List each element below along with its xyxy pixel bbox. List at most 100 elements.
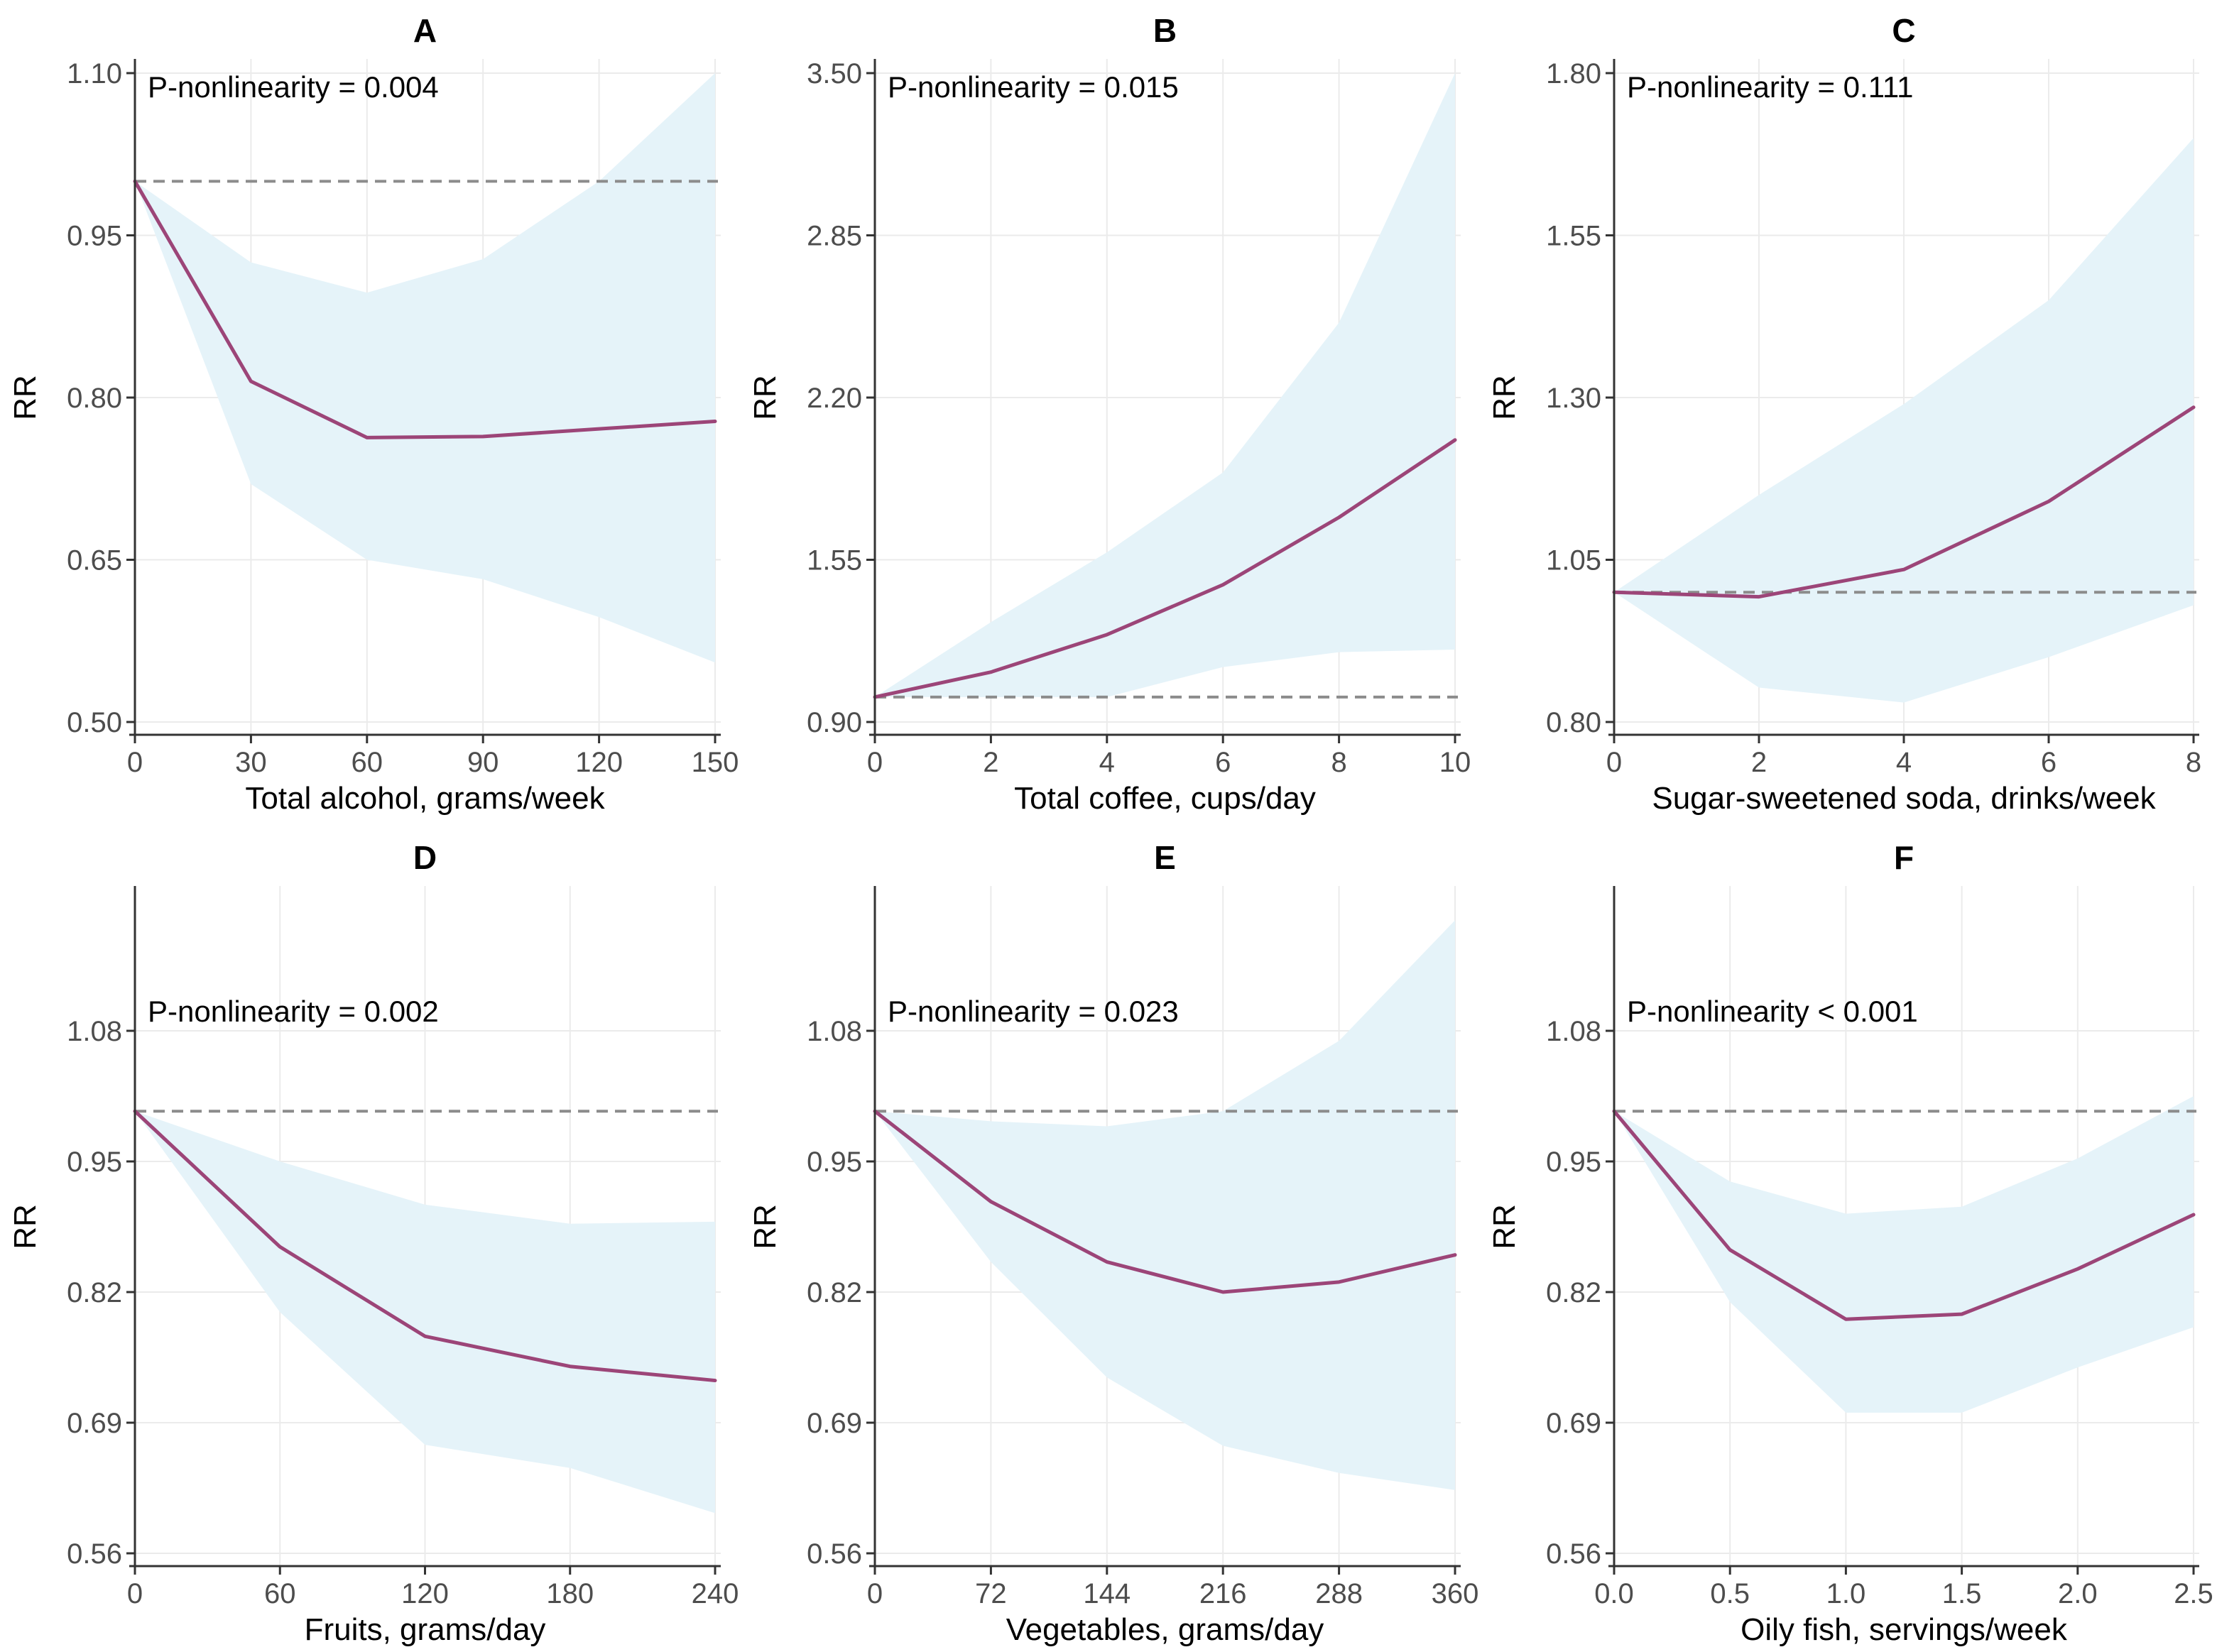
panel-c-ci-band xyxy=(1614,138,2194,703)
panel-a-y-tick-label-4: 1.10 xyxy=(67,58,122,89)
panel-f-y-tick-label-3: 0.95 xyxy=(1546,1147,1601,1178)
panel-c-x-tick-label-1: 2 xyxy=(1751,747,1767,778)
panel-f-ci-band xyxy=(1614,1096,2194,1413)
panel-e-x-tick-label-2: 144 xyxy=(1083,1578,1131,1609)
panel-c-x-tick-label-2: 4 xyxy=(1896,747,1912,778)
panel-b: 0.90 1.55 2.20 2.85 3.50 0 2 4 6 8 10 B Total coffee… xyxy=(748,12,1471,816)
panel-d-x-tick-label-3: 180 xyxy=(546,1578,594,1609)
panel-c-p-nonlinearity: P-nonlinearity = 0.111 xyxy=(1627,70,1914,104)
panel-b-p-nonlinearity: P-nonlinearity = 0.015 xyxy=(888,70,1179,104)
panel-b-x-axis-title: Total coffee, cups/day xyxy=(1014,781,1316,816)
panel-b-title: B xyxy=(1153,12,1177,49)
panel-a-p-nonlinearity: P-nonlinearity = 0.004 xyxy=(148,70,439,104)
panel-c-x-axis-title: Sugar-sweetened soda, drinks/week xyxy=(1652,781,2156,816)
panel-c-x-tick-label-3: 6 xyxy=(2041,747,2057,778)
panel-a: 0.50 0.65 0.80 0.95 1.10 0 30 60 90 120 150 A Total … xyxy=(8,12,739,816)
panel-b-y-axis-title: RR xyxy=(748,375,783,420)
panel-a-ci-band xyxy=(135,73,715,663)
panel-d-x-axis-title: Fruits, grams/day xyxy=(305,1612,546,1647)
panel-a-rr-curve xyxy=(133,179,717,439)
panel-f-y-tick-label-4: 1.08 xyxy=(1546,1016,1601,1047)
panel-c-y-axis-title: RR xyxy=(1487,375,1522,420)
panel-d-title: D xyxy=(413,839,437,876)
panel-b-x-tick-label-2: 4 xyxy=(1099,747,1115,778)
panel-e-y-tick-label-3: 0.95 xyxy=(807,1147,862,1178)
panel-d-y-tick-label-2: 0.82 xyxy=(67,1277,122,1308)
panel-c-y-tick-label-0: 0.80 xyxy=(1546,707,1601,738)
panel-e-x-tick-label-4: 288 xyxy=(1315,1578,1363,1609)
panel-c: 0.80 1.05 1.30 1.55 1.80 0 2 4 6 8 C Sugar-sweetene… xyxy=(1487,12,2201,816)
panel-d-y-tick-label-1: 0.69 xyxy=(67,1408,122,1439)
panel-b-x-tick-label-5: 10 xyxy=(1439,747,1471,778)
panel-a-x-axis-title: Total alcohol, grams/week xyxy=(245,781,605,816)
panel-b-x-tick-label-4: 8 xyxy=(1331,747,1346,778)
panel-b-x-tick-label-1: 2 xyxy=(983,747,998,778)
panel-d: 0.56 0.69 0.82 0.95 1.08 0 60 120 180 240 D Fruits,… xyxy=(8,839,739,1647)
panel-e: 0.56 0.69 0.82 0.95 1.08 0 72 144 216 288 360 E Vege… xyxy=(748,839,1478,1647)
panel-e-x-tick-label-1: 72 xyxy=(975,1578,1007,1609)
panel-f-title: F xyxy=(1894,839,1914,876)
panel-e-title: E xyxy=(1154,839,1176,876)
panel-f-y-tick-label-2: 0.82 xyxy=(1546,1277,1601,1308)
panel-f-y-tick-label-1: 0.69 xyxy=(1546,1408,1601,1439)
panel-e-y-axis-title: RR xyxy=(748,1204,783,1249)
panel-b-y-tick-label-4: 3.50 xyxy=(807,58,862,89)
panel-f-x-tick-label-2: 1.0 xyxy=(1826,1578,1866,1609)
panel-e-rr-curve xyxy=(873,1109,1457,1294)
panel-a-y-tick-label-1: 0.65 xyxy=(67,545,122,576)
panel-a-y-tick-label-0: 0.50 xyxy=(67,707,122,738)
panel-a-x-tick-label-4: 120 xyxy=(575,747,623,778)
panel-a-x-tick-label-2: 60 xyxy=(352,747,383,778)
panel-b-y-tick-label-3: 2.85 xyxy=(807,221,862,252)
panel-e-x-tick-label-3: 216 xyxy=(1199,1578,1247,1609)
panel-a-y-tick-label-2: 0.80 xyxy=(67,383,122,414)
panel-a-y-tick-label-3: 0.95 xyxy=(67,221,122,252)
panel-e-y-tick-label-0: 0.56 xyxy=(807,1538,862,1570)
panel-d-x-tick-label-0: 0 xyxy=(127,1578,143,1609)
panel-b-y-tick-label-0: 0.90 xyxy=(807,707,862,738)
panel-d-x-tick-label-1: 60 xyxy=(264,1578,296,1609)
panel-d-p-nonlinearity: P-nonlinearity = 0.002 xyxy=(148,995,439,1028)
panel-a-x-tick-label-3: 90 xyxy=(467,747,499,778)
panel-f-x-tick-label-5: 2.5 xyxy=(2174,1578,2213,1609)
panel-f-x-tick-label-3: 1.5 xyxy=(1942,1578,1982,1609)
panel-c-y-tick-label-4: 1.80 xyxy=(1546,58,1601,89)
panel-a-x-tick-label-5: 150 xyxy=(692,747,739,778)
panel-f-rr-curve xyxy=(1612,1109,2196,1321)
panel-e-y-tick-label-1: 0.69 xyxy=(807,1408,862,1439)
panel-b-x-tick-label-0: 0 xyxy=(867,747,883,778)
panel-d-y-tick-label-0: 0.56 xyxy=(67,1538,122,1570)
panel-d-ci-band xyxy=(135,1111,715,1514)
panel-b-rr-curve xyxy=(873,438,1457,699)
panel-f-x-axis-title: Oily fish, servings/week xyxy=(1741,1612,2068,1647)
panel-c-y-tick-label-3: 1.55 xyxy=(1546,221,1601,252)
panel-c-y-tick-label-2: 1.30 xyxy=(1546,383,1601,414)
panel-b-ci-band xyxy=(875,73,1455,697)
panel-b-y-tick-label-2: 2.20 xyxy=(807,383,862,414)
panel-f-y-axis-title: RR xyxy=(1487,1204,1522,1249)
panel-e-p-nonlinearity: P-nonlinearity = 0.023 xyxy=(888,995,1179,1028)
panel-f: 0.56 0.69 0.82 0.95 1.08 0.0 0.5 1.0 1.5 2.0 2.5 F O… xyxy=(1487,839,2213,1647)
panel-b-y-tick-label-1: 1.55 xyxy=(807,545,862,576)
panel-f-x-tick-label-0: 0.0 xyxy=(1594,1578,1634,1609)
panel-a-x-tick-label-1: 30 xyxy=(235,747,267,778)
panel-a-x-tick-label-0: 0 xyxy=(127,747,143,778)
panel-b-x-tick-label-3: 6 xyxy=(1215,747,1231,778)
panel-e-ci-band xyxy=(875,920,1455,1490)
panel-d-y-axis-title: RR xyxy=(8,1204,43,1249)
panel-d-y-tick-label-4: 1.08 xyxy=(67,1016,122,1047)
panel-f-p-nonlinearity: P-nonlinearity < 0.001 xyxy=(1627,995,1918,1028)
panel-e-x-tick-label-5: 360 xyxy=(1432,1578,1479,1609)
panel-c-y-tick-label-1: 1.05 xyxy=(1546,545,1601,576)
panel-e-y-tick-label-2: 0.82 xyxy=(807,1277,862,1308)
panel-c-x-tick-label-0: 0 xyxy=(1606,747,1622,778)
panel-e-x-axis-title: Vegetables, grams/day xyxy=(1006,1612,1324,1647)
panel-c-x-tick-label-4: 8 xyxy=(2186,747,2201,778)
panel-f-x-tick-label-1: 0.5 xyxy=(1710,1578,1750,1609)
panel-d-y-tick-label-3: 0.95 xyxy=(67,1147,122,1178)
panel-c-title: C xyxy=(1892,12,1915,49)
panel-f-y-tick-label-0: 0.56 xyxy=(1546,1538,1601,1570)
panel-e-x-tick-label-0: 0 xyxy=(867,1578,883,1609)
panel-f-x-tick-label-4: 2.0 xyxy=(2058,1578,2098,1609)
